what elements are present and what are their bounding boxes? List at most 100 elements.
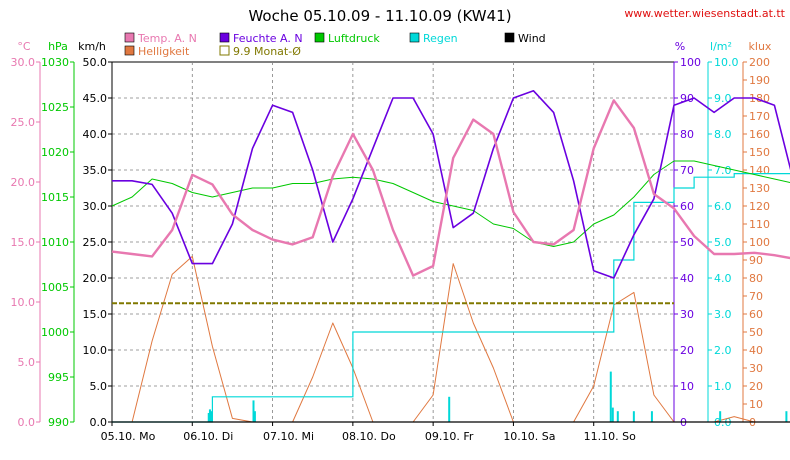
- x-tick-label: 10.10. Sa: [503, 430, 555, 443]
- axis-label-humidity: %: [675, 40, 685, 53]
- series-line-pressure: [111, 160, 790, 247]
- y-tick-label-wind: 50.0: [83, 56, 108, 69]
- y-tick-label-temp: 20.0: [11, 176, 36, 189]
- series-line-temp: [111, 99, 790, 277]
- y-tick-label-rain: 7.0: [714, 164, 732, 177]
- rain-bar: [616, 411, 619, 422]
- rain-bar: [785, 411, 788, 422]
- x-tick-label: 08.10. Do: [342, 430, 396, 443]
- y-tick-label-wind: 35.0: [83, 164, 108, 177]
- y-tick-label-rain: 4.0: [714, 272, 732, 285]
- x-tick-label: 06.10. Di: [183, 430, 233, 443]
- y-tick-label-brightness: 120: [749, 200, 770, 213]
- legend-label-brightness: Helligkeit: [138, 45, 190, 58]
- y-tick-label-rain: 1.0: [714, 380, 732, 393]
- legend-swatch-pressure: [314, 32, 325, 43]
- y-tick-label-temp: 0.0: [18, 416, 36, 429]
- rain-bar: [208, 409, 211, 422]
- y-tick-label-humidity: 100: [680, 56, 701, 69]
- legend-swatch-rain: [409, 32, 420, 43]
- rain-bar: [252, 400, 255, 422]
- y-tick-label-wind: 0.0: [90, 416, 108, 429]
- y-tick-label-rain: 5.0: [714, 236, 732, 249]
- y-tick-label-pressure: 1025: [41, 101, 69, 114]
- axis-label-rain: l/m²: [710, 40, 732, 53]
- y-tick-label-brightness: 70: [749, 290, 763, 303]
- y-tick-label-pressure: 1010: [41, 236, 69, 249]
- y-tick-label-brightness: 90: [749, 254, 763, 267]
- y-tick-label-brightness: 140: [749, 164, 770, 177]
- rain-bar: [253, 411, 256, 422]
- y-tick-label-temp: 25.0: [11, 116, 36, 129]
- y-tick-label-humidity: 60: [680, 200, 694, 213]
- rain-bar: [609, 371, 612, 422]
- legend-label-pressure: Luftdruck: [328, 32, 380, 45]
- y-tick-label-humidity: 10: [680, 380, 694, 393]
- series-line-rain: [112, 173, 790, 423]
- y-tick-label-humidity: 40: [680, 272, 694, 285]
- y-tick-label-humidity: 70: [680, 164, 694, 177]
- y-tick-label-brightness: 170: [749, 110, 770, 123]
- legend-swatch-humidity: [219, 32, 230, 43]
- y-tick-label-brightness: 110: [749, 218, 770, 231]
- x-tick-label: 09.10. Fr: [425, 430, 474, 443]
- rain-bar: [611, 407, 614, 422]
- axis-label-wind: km/h: [78, 40, 106, 53]
- y-tick-label-rain: 10.0: [714, 56, 739, 69]
- rain-bar: [448, 396, 451, 422]
- y-tick-label-pressure: 1005: [41, 281, 69, 294]
- series-line-wind: [112, 421, 790, 423]
- y-tick-label-pressure: 1030: [41, 56, 69, 69]
- legend-label-rain: Regen: [423, 32, 458, 45]
- rain-bar: [210, 411, 213, 422]
- rain-bar: [719, 411, 722, 422]
- rain-bar: [207, 413, 210, 422]
- y-tick-label-brightness: 150: [749, 146, 770, 159]
- y-tick-label-brightness: 100: [749, 236, 770, 249]
- y-tick-label-rain: 3.0: [714, 308, 732, 321]
- y-tick-label-wind: 15.0: [83, 308, 108, 321]
- legend-label-temp: Temp. A. N: [137, 32, 197, 45]
- axis-label-temp: °C: [17, 40, 31, 53]
- axis-label-pressure: hPa: [48, 40, 68, 53]
- legend-swatch-temp: [124, 32, 135, 43]
- y-tick-label-brightness: 130: [749, 182, 770, 195]
- y-tick-label-pressure: 1000: [41, 326, 69, 339]
- legend-swatch-avg: [219, 45, 230, 56]
- y-tick-label-brightness: 200: [749, 56, 770, 69]
- y-tick-label-brightness: 40: [749, 344, 763, 357]
- y-tick-label-wind: 40.0: [83, 128, 108, 141]
- y-tick-label-temp: 30.0: [11, 56, 36, 69]
- rain-bar: [632, 411, 635, 422]
- y-tick-label-pressure: 1015: [41, 191, 69, 204]
- y-tick-label-temp: 15.0: [11, 236, 36, 249]
- y-tick-label-pressure: 995: [48, 371, 69, 384]
- axis-label-brightness: klux: [749, 40, 772, 53]
- rain-bar: [650, 411, 653, 422]
- y-tick-label-brightness: 160: [749, 128, 770, 141]
- x-tick-label: 07.10. Mi: [263, 430, 314, 443]
- y-tick-label-brightness: 60: [749, 308, 763, 321]
- y-tick-label-brightness: 10: [749, 398, 763, 411]
- y-tick-label-brightness: 190: [749, 74, 770, 87]
- chart-title: Woche 05.10.09 - 11.10.09 (KW41): [248, 7, 511, 25]
- y-tick-label-wind: 45.0: [83, 92, 108, 105]
- y-tick-label-temp: 5.0: [18, 356, 36, 369]
- x-tick-label: 11.10. So: [584, 430, 636, 443]
- y-tick-label-wind: 5.0: [90, 380, 108, 393]
- y-tick-label-rain: 8.0: [714, 128, 732, 141]
- y-tick-label-rain: 2.0: [714, 344, 732, 357]
- y-tick-label-temp: 10.0: [11, 296, 36, 309]
- y-tick-label-brightness: 50: [749, 326, 763, 339]
- y-tick-label-humidity: 30: [680, 308, 694, 321]
- legend-label-avg: 9.9 Monat-Ø: [233, 45, 301, 58]
- legend-label-wind: Wind: [518, 32, 546, 45]
- y-tick-label-brightness: 20: [749, 380, 763, 393]
- y-tick-label-pressure: 990: [48, 416, 69, 429]
- x-tick-label: 05.10. Mo: [101, 430, 156, 443]
- y-tick-label-humidity: 50: [680, 236, 694, 249]
- series-line-humidity: [112, 90, 790, 279]
- y-tick-label-rain: 6.0: [714, 200, 732, 213]
- y-tick-label-wind: 30.0: [83, 200, 108, 213]
